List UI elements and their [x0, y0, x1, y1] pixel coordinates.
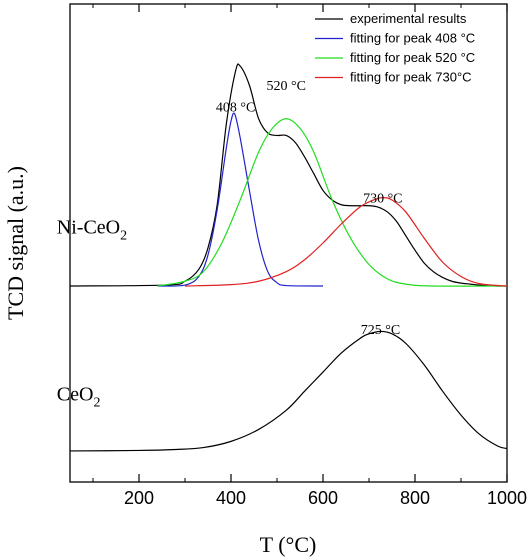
x-tick-label: 800 — [400, 488, 430, 508]
x-tick-label: 200 — [124, 488, 154, 508]
series-line-experimental-results — [69, 63, 508, 287]
legend-label: fitting for peak 408 °C — [350, 31, 475, 46]
sample-label: Ni-CeO2 — [57, 216, 127, 243]
x-axis-label: T (°C) — [260, 532, 317, 557]
sample-label-text: Ni-CeO — [57, 216, 120, 238]
y-axis-label: TCD signal (a.u.) — [3, 166, 28, 320]
x-axis: 200 400 600 800 1000 — [92, 4, 527, 508]
series-layer — [69, 63, 508, 452]
x-tick-label: 1000 — [487, 488, 527, 508]
peak-annotation: 520 °C — [266, 79, 305, 94]
peak-annotation: 730 °C — [363, 191, 402, 206]
sample-label-subscript: 2 — [93, 396, 100, 411]
legend-label: fitting for peak 730°C — [350, 70, 472, 85]
x-tick-label: 400 — [216, 488, 246, 508]
series-line-fitting-for-peak-408-c — [157, 112, 324, 287]
peak-annotation: 408 °C — [216, 101, 255, 116]
plot-frame — [69, 3, 508, 483]
series-line-fitting-for-peak-520-c — [157, 118, 508, 287]
peak-annotation: 725 °C — [361, 323, 400, 338]
sample-label: CeO2 — [57, 384, 101, 411]
legend: experimental results fitting for peak 408… — [315, 11, 475, 85]
legend-label: fitting for peak 520 °C — [350, 50, 475, 65]
series-line-fitting-for-peak-730-c — [184, 196, 508, 287]
x-tick-label: 600 — [308, 488, 338, 508]
legend-label: experimental results — [350, 11, 467, 26]
sample-label-text: CeO — [57, 384, 94, 406]
series-line-ceo2-profile — [69, 330, 508, 452]
sample-label-subscript: 2 — [120, 228, 127, 243]
